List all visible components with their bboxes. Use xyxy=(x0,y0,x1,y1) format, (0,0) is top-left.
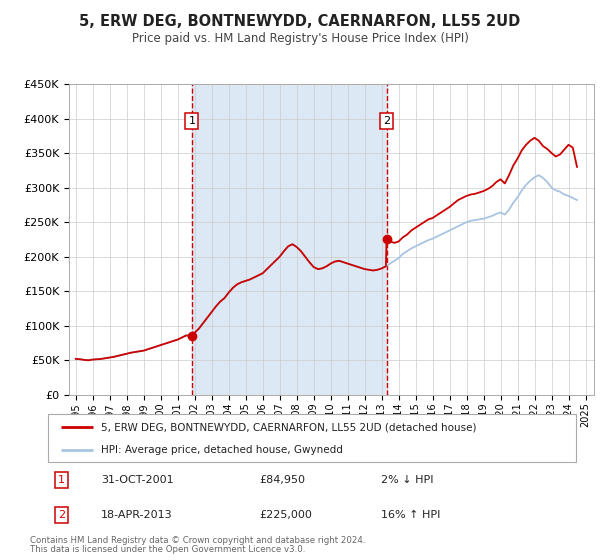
Text: Price paid vs. HM Land Registry's House Price Index (HPI): Price paid vs. HM Land Registry's House … xyxy=(131,32,469,45)
Text: This data is licensed under the Open Government Licence v3.0.: This data is licensed under the Open Gov… xyxy=(30,545,305,554)
Text: 16% ↑ HPI: 16% ↑ HPI xyxy=(380,510,440,520)
Text: 5, ERW DEG, BONTNEWYDD, CAERNARFON, LL55 2UD: 5, ERW DEG, BONTNEWYDD, CAERNARFON, LL55… xyxy=(79,14,521,29)
Text: 1: 1 xyxy=(188,116,196,127)
Bar xyxy=(192,84,386,395)
Text: Contains HM Land Registry data © Crown copyright and database right 2024.: Contains HM Land Registry data © Crown c… xyxy=(30,536,365,545)
Text: 2: 2 xyxy=(383,116,390,127)
Text: £225,000: £225,000 xyxy=(259,510,312,520)
Text: HPI: Average price, detached house, Gwynedd: HPI: Average price, detached house, Gwyn… xyxy=(101,445,343,455)
Text: 31-OCT-2001: 31-OCT-2001 xyxy=(101,475,173,484)
Text: 2: 2 xyxy=(58,510,65,520)
Text: 1: 1 xyxy=(58,475,65,484)
Text: 2% ↓ HPI: 2% ↓ HPI xyxy=(380,475,433,484)
Text: 18-APR-2013: 18-APR-2013 xyxy=(101,510,172,520)
Text: 5, ERW DEG, BONTNEWYDD, CAERNARFON, LL55 2UD (detached house): 5, ERW DEG, BONTNEWYDD, CAERNARFON, LL55… xyxy=(101,422,476,432)
FancyBboxPatch shape xyxy=(48,414,576,462)
Text: £84,950: £84,950 xyxy=(259,475,305,484)
